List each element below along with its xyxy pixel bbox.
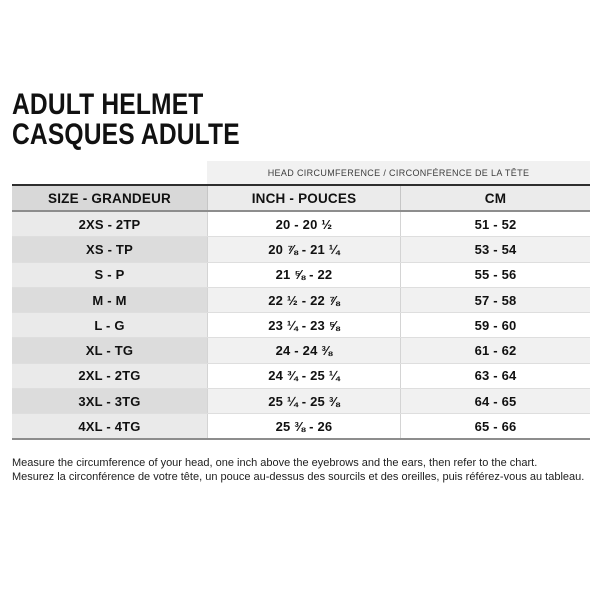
inch-cell: 24 ¾ - 25 ¼: [207, 363, 400, 389]
table-row: 2XS - 2TP 20 - 20 ½ 51 - 52: [12, 212, 590, 238]
page-title: ADULT HELMET CASQUES ADULTE: [12, 90, 486, 150]
cm-cell: 53 - 54: [400, 237, 590, 262]
head-circumference-band: HEAD CIRCUMFERENCE / CIRCONFÉRENCE DE LA…: [207, 161, 590, 184]
inch-cell: 25 ⅜ - 26: [207, 414, 400, 438]
table-row: 3XL - 3TG 25 ¼ - 25 ⅜ 64 - 65: [12, 389, 590, 415]
cm-cell: 55 - 56: [400, 262, 590, 287]
title-line-en: ADULT HELMET: [12, 88, 204, 121]
instruction-line-en: Measure the circumference of your head, …: [12, 456, 538, 469]
cm-cell: 51 - 52: [400, 212, 590, 237]
inch-cell: 20 ⅞ - 21 ¼: [207, 237, 400, 262]
inch-cell: 22 ½ - 22 ⅞: [207, 287, 400, 313]
inch-cell: 23 ¼ - 23 ⅝: [207, 313, 400, 338]
table-row: 4XL - 4TG 25 ⅜ - 26 65 - 66: [12, 414, 590, 440]
inch-cell: 25 ¼ - 25 ⅜: [207, 389, 400, 414]
table-row: 2XL - 2TG 24 ¾ - 25 ¼ 63 - 64: [12, 363, 590, 390]
table-row: XL - TG 24 - 24 ⅜ 61 - 62: [12, 338, 590, 364]
column-header-inch: INCH - POUCES: [207, 186, 400, 210]
cm-cell: 64 - 65: [400, 389, 590, 414]
cm-cell: 59 - 60: [400, 313, 590, 338]
size-cell: 3XL - 3TG: [12, 389, 207, 414]
cm-cell: 61 - 62: [400, 338, 590, 363]
measuring-instructions: Measure the circumference of your head, …: [12, 456, 590, 484]
table-band-row: HEAD CIRCUMFERENCE / CIRCONFÉRENCE DE LA…: [12, 161, 590, 186]
cm-cell: 65 - 66: [400, 414, 590, 438]
table-row: L - G 23 ¼ - 23 ⅝ 59 - 60: [12, 313, 590, 339]
size-cell: 2XL - 2TG: [12, 363, 207, 389]
size-cell: S - P: [12, 262, 207, 287]
inch-cell: 21 ⅝ - 22: [207, 262, 400, 287]
table-header-row: SIZE - GRANDEUR INCH - POUCES CM: [12, 186, 590, 212]
column-header-cm: CM: [400, 186, 590, 210]
size-cell: 4XL - 4TG: [12, 414, 207, 438]
size-table: HEAD CIRCUMFERENCE / CIRCONFÉRENCE DE LA…: [12, 161, 590, 440]
size-cell: 2XS - 2TP: [12, 212, 207, 237]
cm-cell: 63 - 64: [400, 363, 590, 389]
size-cell: L - G: [12, 313, 207, 338]
size-cell: M - M: [12, 287, 207, 313]
table-row: S - P 21 ⅝ - 22 55 - 56: [12, 262, 590, 288]
size-chart-page: ADULT HELMET CASQUES ADULTE HEAD CIRCUMF…: [12, 90, 590, 484]
cm-cell: 57 - 58: [400, 287, 590, 313]
table-body: 2XS - 2TP 20 - 20 ½ 51 - 52 XS - TP 20 ⅞…: [12, 212, 590, 440]
instruction-line-fr: Mesurez la circonférence de votre tête, …: [12, 470, 585, 483]
table-row: M - M 22 ½ - 22 ⅞ 57 - 58: [12, 287, 590, 314]
size-cell: XL - TG: [12, 338, 207, 363]
inch-cell: 20 - 20 ½: [207, 212, 400, 237]
title-line-fr: CASQUES ADULTE: [12, 118, 240, 151]
band-spacer: [12, 161, 207, 184]
inch-cell: 24 - 24 ⅜: [207, 338, 400, 363]
column-header-size: SIZE - GRANDEUR: [12, 186, 207, 210]
size-cell: XS - TP: [12, 237, 207, 262]
table-row: XS - TP 20 ⅞ - 21 ¼ 53 - 54: [12, 237, 590, 263]
